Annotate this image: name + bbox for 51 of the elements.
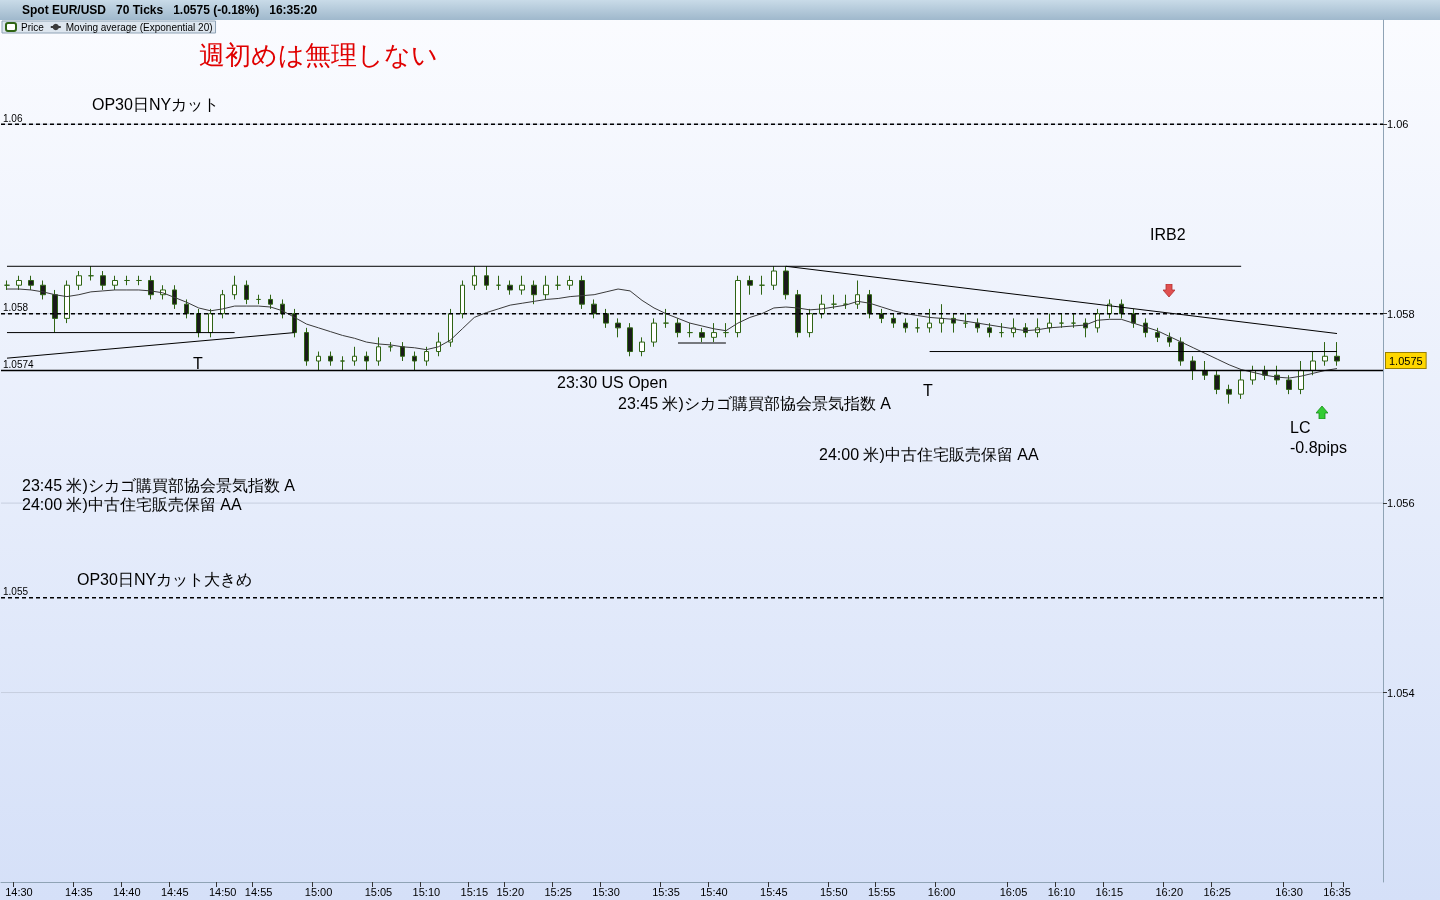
x-tick-label: 16:05 bbox=[999, 885, 1028, 898]
annotation: 週初めは無理しない bbox=[199, 40, 438, 70]
annotation: 23:45 米)シカゴ購買部協会景気指数 A bbox=[22, 476, 296, 494]
x-tick-label: 15:30 bbox=[592, 885, 620, 898]
x-tick-label: 14:50 bbox=[208, 885, 237, 898]
legend-label: Moving average (Exponential 20) bbox=[65, 21, 213, 33]
x-tick-label: 15:40 bbox=[700, 885, 728, 898]
annotation: 24:00 米)中古住宅販売保留 AA bbox=[22, 495, 242, 513]
ref-line-label: 1.058 bbox=[3, 302, 29, 314]
x-tick-label: 15:45 bbox=[760, 885, 788, 898]
x-tick-label: 16:00 bbox=[927, 885, 956, 898]
x-tick-label: 16:35 bbox=[1323, 885, 1351, 898]
annotation: T bbox=[923, 381, 933, 399]
ref-line-label: 1.0574 bbox=[3, 358, 35, 370]
x-tick-label: 14:40 bbox=[113, 885, 141, 898]
annotation: LC bbox=[1290, 418, 1311, 436]
x-tick-label: 15:35 bbox=[652, 885, 680, 898]
x-tick-label: 16:30 bbox=[1275, 885, 1303, 898]
x-tick-label: 16:15 bbox=[1095, 885, 1124, 898]
x-tick-label: 16:25 bbox=[1203, 885, 1231, 898]
x-tick-label: 14:30 bbox=[5, 885, 33, 898]
annotation: 23:30 US Open bbox=[557, 373, 668, 391]
annotation: -0.8pips bbox=[1290, 438, 1347, 456]
annotation: 24:00 米)中古住宅販売保留 AA bbox=[819, 445, 1039, 463]
x-tick-label: 16:20 bbox=[1155, 885, 1184, 898]
x-tick-label: 16:10 bbox=[1047, 885, 1076, 898]
x-tick-label: 15:00 bbox=[304, 885, 333, 898]
x-tick-label: 14:55 bbox=[244, 885, 273, 898]
x-tick-label: 14:35 bbox=[65, 885, 93, 898]
text: 1.0575 bbox=[1389, 354, 1423, 367]
y-tick-label: 1.054 bbox=[1387, 686, 1415, 699]
x-tick-label: 15:05 bbox=[364, 885, 393, 898]
annotation: OP30日NYカット大きめ bbox=[77, 570, 253, 588]
ref-line-label: 1.06 bbox=[3, 112, 23, 124]
legend-label: Price bbox=[21, 21, 45, 33]
y-tick-label: 1.056 bbox=[1387, 497, 1415, 510]
y-tick-label: 1.058 bbox=[1387, 307, 1415, 320]
y-tick-label: 1.06 bbox=[1387, 118, 1409, 131]
chart-title: Spot EUR/USD 70 Ticks 1.0575 (-0.18%) 16:35:20 bbox=[22, 3, 318, 17]
annotation: IRB2 bbox=[1150, 225, 1186, 243]
x-tick-label: 15:15 bbox=[460, 885, 489, 898]
annotation: T bbox=[193, 354, 203, 372]
x-tick-label: 15:20 bbox=[496, 885, 525, 898]
annotation: OP30日NYカット bbox=[92, 95, 220, 113]
ref-line-label: 1.055 bbox=[3, 586, 29, 598]
x-tick-label: 14:45 bbox=[160, 885, 189, 898]
x-tick-label: 15:10 bbox=[412, 885, 441, 898]
x-tick-label: 15:50 bbox=[819, 885, 848, 898]
x-tick-label: 15:55 bbox=[867, 885, 896, 898]
annotation: 23:45 米)シカゴ購買部協会景気指数 A bbox=[618, 394, 892, 412]
x-tick-label: 15:25 bbox=[544, 885, 572, 898]
